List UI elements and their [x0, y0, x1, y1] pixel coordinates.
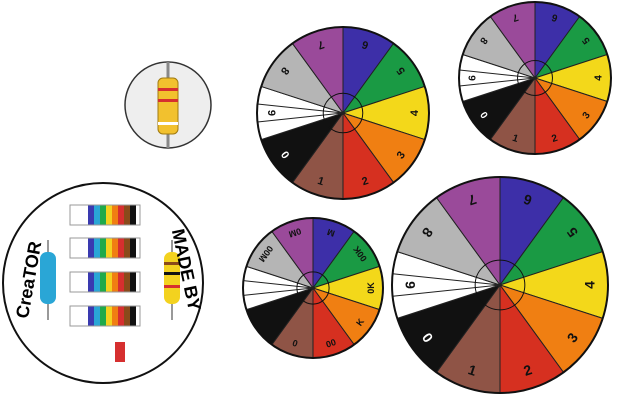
- slice-divider: [459, 69, 536, 79]
- slice-label: 6: [550, 11, 559, 23]
- color-strip: [112, 272, 118, 292]
- color-strip: [100, 205, 106, 225]
- slice-divider: [243, 287, 314, 296]
- color-strip: [124, 306, 130, 326]
- slice-label: 4: [593, 75, 604, 81]
- color-strip: [112, 238, 118, 258]
- wheel-hub: [517, 60, 553, 96]
- color-strip: [100, 272, 106, 292]
- slice-label: 00: [325, 337, 338, 350]
- wheel-rim: [391, 176, 609, 394]
- color-strip: [88, 306, 94, 326]
- color-strip: [94, 205, 100, 225]
- slice-label: K: [354, 316, 366, 328]
- slice-label: 9: [403, 281, 419, 289]
- slice-divider: [392, 284, 501, 297]
- slice-label: 1: [511, 133, 520, 145]
- color-strip: [88, 238, 94, 258]
- slice-label: 0M: [288, 226, 303, 239]
- color-strip: [94, 272, 100, 292]
- slice-label: 6: [361, 38, 371, 51]
- slice-divider: [459, 77, 536, 87]
- color-strip: [124, 238, 130, 258]
- slice-divider: [243, 280, 314, 289]
- color-strip: [130, 205, 136, 225]
- slice-label: M: [326, 227, 336, 239]
- slice-label: 5: [580, 35, 592, 46]
- strip-frame: [69, 271, 141, 293]
- calculator-board: CreaTOR MADE BY: [2, 182, 205, 384]
- color-strip: [106, 205, 112, 225]
- color-strip: [106, 306, 112, 326]
- color-strip: [118, 306, 124, 326]
- strip-frame: [69, 237, 141, 259]
- color-strip: [100, 306, 106, 326]
- strip-frame: [69, 204, 141, 226]
- strip-frame: [69, 305, 141, 327]
- slice-label: 7: [316, 38, 326, 51]
- color-strip: [106, 238, 112, 258]
- color-strip: [112, 306, 118, 326]
- color-strip: [106, 272, 112, 292]
- slice-label: 9: [265, 110, 277, 116]
- slice-label: 3: [581, 110, 593, 121]
- slice-label: 9: [466, 75, 477, 81]
- color-strip: [130, 272, 136, 292]
- slice-divider: [257, 112, 344, 123]
- slice-label: 1: [316, 175, 326, 188]
- color-strip: [112, 205, 118, 225]
- color-strip: [94, 238, 100, 258]
- color-strip: [94, 306, 100, 326]
- color-strip: [124, 205, 130, 225]
- color-strip: [130, 238, 136, 258]
- slice-label: 0: [291, 338, 299, 349]
- wheel-rim: [458, 1, 612, 155]
- color-strip: [118, 272, 124, 292]
- blue-resistor: [40, 240, 56, 320]
- slice-label: 4: [581, 281, 597, 289]
- wheel-rim: [242, 217, 384, 359]
- slice-label: 2: [361, 175, 371, 188]
- slice-divider: [257, 103, 344, 114]
- slice-label: 0: [477, 110, 489, 121]
- slice-label: 7: [510, 11, 519, 23]
- color-strip: [100, 238, 106, 258]
- slice-label: 8: [477, 35, 489, 46]
- wheel-hub: [322, 92, 364, 134]
- resistor-icon: [124, 61, 212, 149]
- slice-label: 0K: [366, 282, 376, 294]
- color-strip: [130, 306, 136, 326]
- color-strip: [118, 205, 124, 225]
- slice-label: 2: [550, 133, 559, 145]
- color-strip: [118, 238, 124, 258]
- wheel-rim: [256, 26, 430, 200]
- wheel-hub: [296, 271, 330, 305]
- color-strip: [88, 272, 94, 292]
- slice-label: 4: [409, 109, 421, 116]
- color-strip: [115, 342, 125, 362]
- yellow-resistor: [164, 240, 180, 320]
- wheel-hub: [474, 259, 526, 311]
- color-strip: [88, 205, 94, 225]
- color-strip: [124, 272, 130, 292]
- slice-divider: [392, 273, 501, 286]
